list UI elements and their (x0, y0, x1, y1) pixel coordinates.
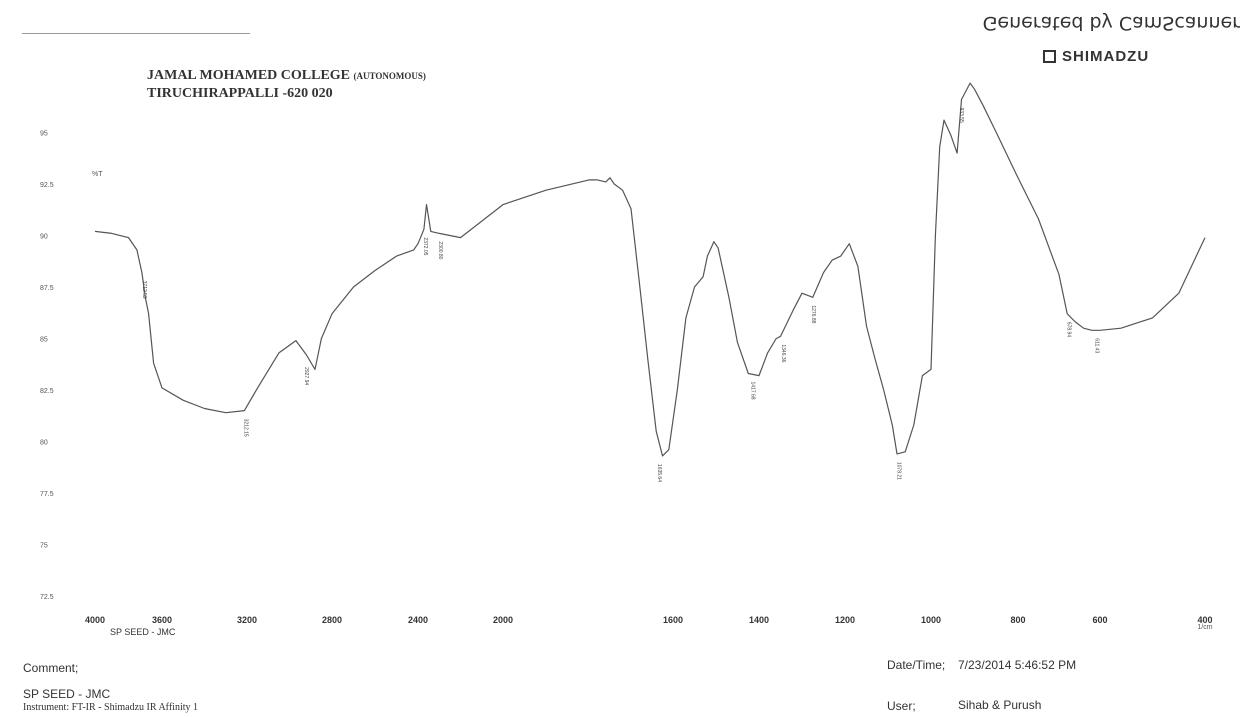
x-tick-label: 3200 (237, 615, 257, 625)
peak-labels: 3712.59 3212.15 2927.94 2372.05 2300.80 1635.… (141, 108, 1099, 483)
peak-label: 933.55 (958, 108, 964, 124)
x-tick-label: 800 (1010, 615, 1025, 625)
institution-name: JAMAL MOHAMED COLLEGE (AUTONOMOUS) (147, 68, 426, 84)
peak-label: 3212.15 (242, 419, 248, 437)
x-axis-ticks: 4000 3600 3200 2800 2400 2000 1600 1400 1200 1000… (85, 615, 1213, 625)
y-tick-label: 95 (40, 131, 48, 138)
comment-value: SP SEED - JMC (23, 687, 111, 701)
y-tick-label: 77.5 (40, 491, 54, 498)
peak-label: 678.94 (1066, 322, 1072, 338)
x-tick-label: 2000 (493, 615, 513, 625)
shimadzu-logo-icon (1043, 50, 1056, 63)
y-tick-label: 92.5 (40, 182, 54, 189)
datetime-value: 7/23/2014 5:46:52 PM (958, 658, 1077, 672)
x-tick-label: 600 (1092, 615, 1107, 625)
institution-address: TIRUCHIRAPPALLI -620 020 (147, 86, 333, 101)
x-tick-label: 1200 (835, 615, 855, 625)
peak-label: 1635.64 (656, 464, 662, 482)
y-axis-label: %T (92, 171, 103, 178)
sample-label: SP SEED - JMC (110, 627, 176, 637)
x-tick-label: 2800 (322, 615, 342, 625)
y-tick-label: 80 (40, 440, 48, 447)
y-tick-label: 72.5 (40, 594, 54, 601)
institution-name-main: JAMAL MOHAMED COLLEGE (147, 68, 351, 83)
x-tick-label: 4000 (85, 615, 105, 625)
spectrum-series (94, 82, 1206, 457)
x-tick-label: 1000 (921, 615, 941, 625)
comment-label: Comment; (23, 661, 79, 675)
y-tick-label: 75 (40, 543, 48, 550)
user-label: User; (887, 699, 916, 713)
peak-label: 2927.94 (303, 367, 309, 385)
peak-label: 1078.21 (895, 462, 901, 480)
x-tick-label: 3600 (152, 615, 172, 625)
scan-edge-line (22, 33, 250, 34)
y-tick-label: 82.5 (40, 388, 54, 395)
spectrum-line (94, 82, 1206, 457)
x-tick-label: 2400 (408, 615, 428, 625)
y-tick-label: 90 (40, 234, 48, 241)
user-value: Sihab & Purush (958, 698, 1042, 712)
y-tick-label: 87.5 (40, 285, 54, 292)
datetime-label: Date/Time; (887, 658, 946, 672)
institution-name-suffix: (AUTONOMOUS) (353, 71, 426, 81)
peak-label: 3712.59 (141, 281, 147, 299)
x-tick-label: 400 (1197, 615, 1212, 625)
x-axis-unit: 1/cm (1197, 624, 1212, 631)
peak-label: 611.43 (1093, 338, 1099, 353)
peak-label: 1276.88 (810, 305, 816, 323)
x-tick-label: 1600 (663, 615, 683, 625)
y-axis-ticks: 72.5 75 77.5 80 82.5 85 87.5 90 92.5 95 (40, 131, 54, 602)
peak-label: 2300.80 (437, 241, 443, 259)
peak-label: 2372.05 (422, 237, 428, 255)
instrument-info: Instrument: FT-IR - Shimadzu IR Affinity… (23, 702, 198, 713)
peak-label: 1417.68 (749, 381, 755, 399)
y-tick-label: 85 (40, 337, 48, 344)
shimadzu-logo: SHIMADZU (1043, 48, 1149, 65)
brand-name: SHIMADZU (1062, 48, 1150, 65)
x-tick-label: 1400 (749, 615, 769, 625)
peak-label: 1346.36 (780, 344, 786, 362)
